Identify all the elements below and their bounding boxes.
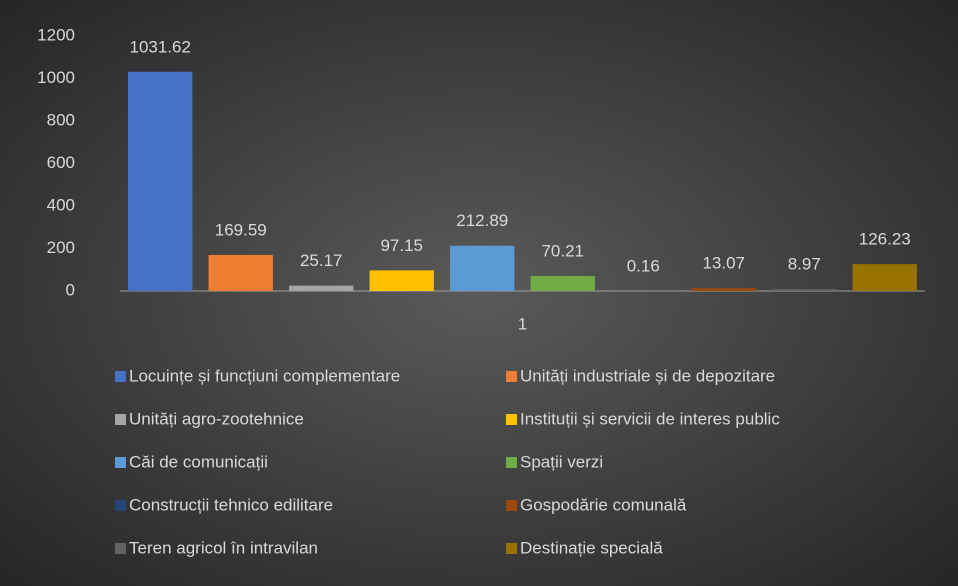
data-label: 212.89 (456, 211, 508, 230)
bar (128, 71, 193, 291)
y-tick-label: 400 (47, 195, 75, 214)
legend-swatch (506, 371, 517, 382)
y-tick-label: 1200 (37, 25, 75, 44)
legend-label: Destinație specială (520, 538, 663, 557)
y-tick-label: 600 (47, 153, 75, 172)
legend-label: Instituții și servicii de interes public (520, 409, 780, 428)
data-label: 126.23 (859, 230, 911, 249)
legend-swatch (115, 543, 126, 554)
legend-label: Gospodărie comunală (520, 495, 687, 514)
legend-label: Spații verzi (520, 452, 603, 471)
legend-label: Unități agro-zootehnice (129, 409, 304, 428)
data-label: 25.17 (300, 251, 343, 270)
y-tick-label: 0 (66, 280, 75, 299)
legend-label: Locuințe și funcțiuni complementare (129, 366, 400, 385)
legend-swatch (506, 543, 517, 554)
bar (369, 270, 434, 291)
y-tick-label: 1000 (37, 68, 75, 87)
data-label: 70.21 (541, 242, 584, 261)
legend-swatch (115, 371, 126, 382)
data-label: 97.15 (380, 236, 423, 255)
legend-swatch (506, 500, 517, 511)
legend-label: Construcții tehnico edilitare (129, 495, 333, 514)
bar (208, 254, 273, 291)
legend-label: Căi de comunicații (129, 452, 268, 471)
bar (530, 276, 595, 291)
data-label: 0.16 (627, 256, 660, 275)
data-label: 169.59 (215, 220, 267, 239)
data-label: 8.97 (788, 255, 821, 274)
y-tick-label: 800 (47, 110, 75, 129)
legend-swatch (506, 414, 517, 425)
data-label: 13.07 (702, 254, 745, 273)
bar (691, 288, 756, 291)
bar (289, 285, 354, 291)
legend-label: Unități industriale și de depozitare (520, 366, 775, 385)
bar (772, 289, 837, 291)
x-tick-label: 1 (518, 314, 527, 333)
legend-swatch (115, 500, 126, 511)
legend-swatch (115, 457, 126, 468)
legend-swatch (115, 414, 126, 425)
bar (852, 264, 917, 291)
legend-swatch (506, 457, 517, 468)
data-label: 1031.62 (130, 37, 191, 56)
legend-label: Teren agricol în intravilan (129, 538, 318, 557)
bar (450, 245, 515, 291)
y-tick-label: 200 (47, 238, 75, 257)
